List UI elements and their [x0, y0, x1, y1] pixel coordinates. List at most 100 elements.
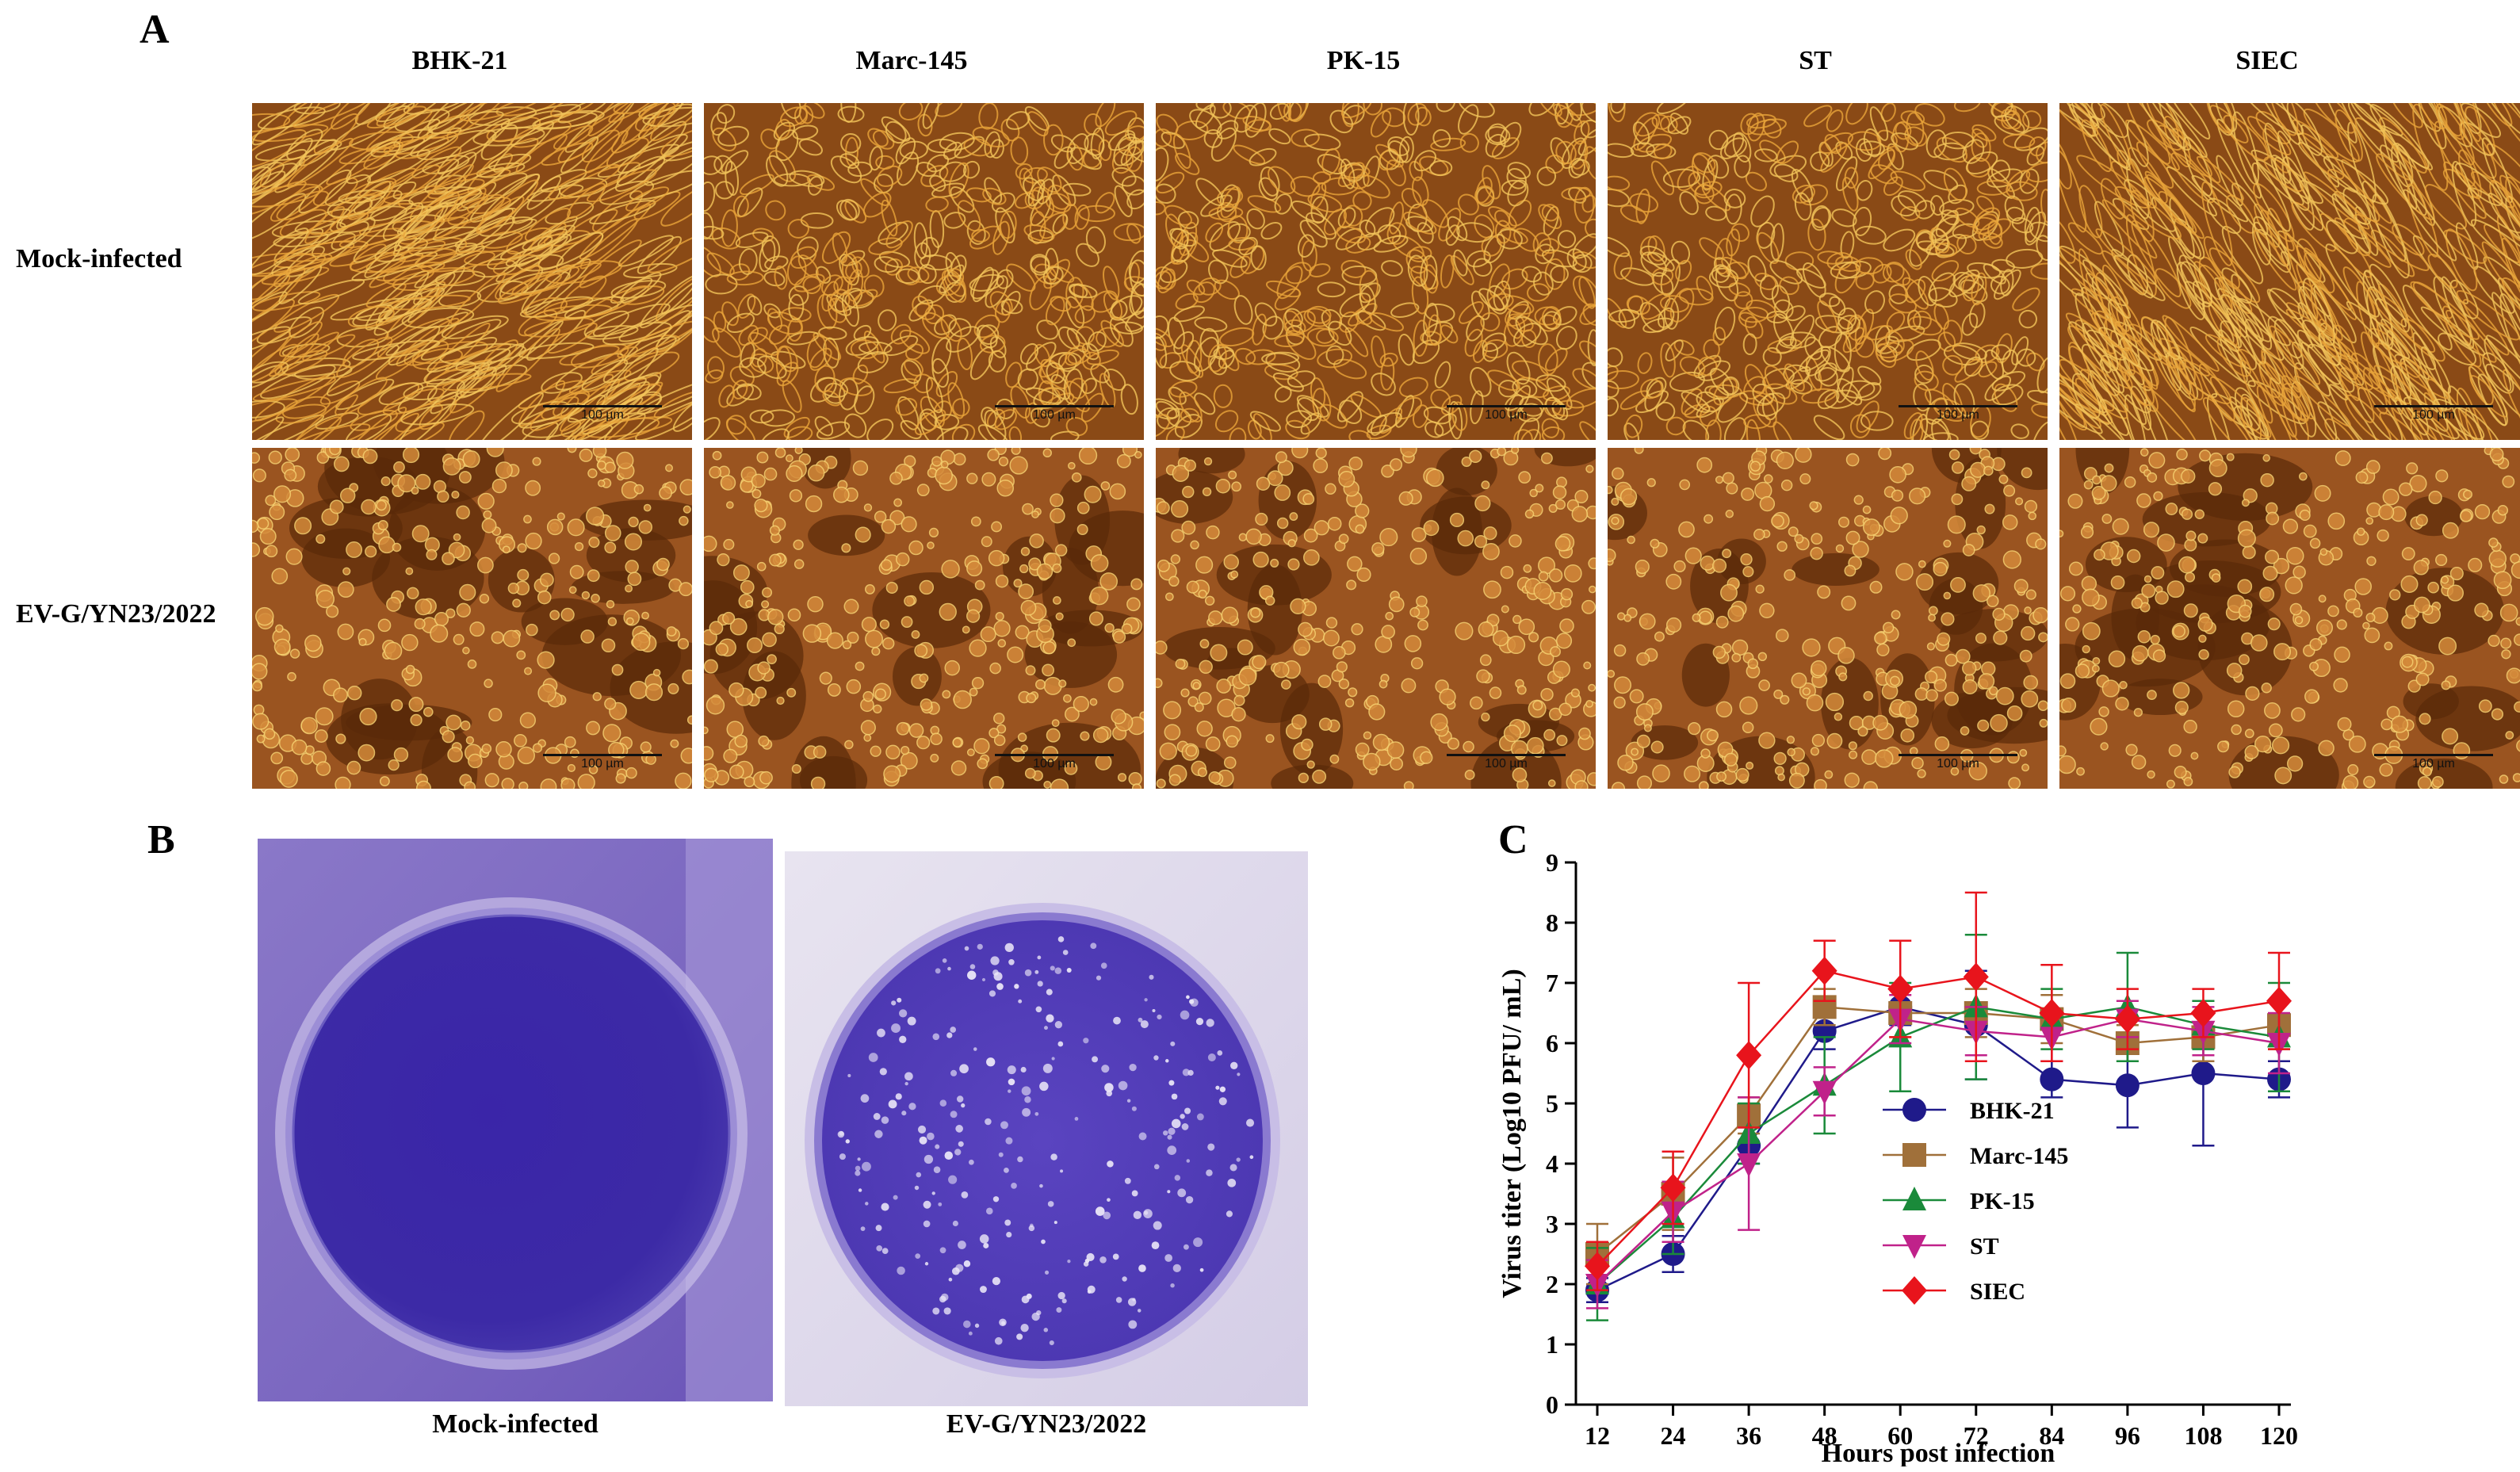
column-label: Marc-145: [855, 46, 968, 75]
scale-bar-label: 100 µm: [2412, 757, 2455, 770]
y-tick-label: 0: [1546, 1390, 1558, 1419]
scale-bar-label: 100 µm: [1033, 757, 1076, 770]
scale-bar-label: 100 µm: [2412, 408, 2455, 422]
column-label: PK-15: [1326, 46, 1401, 75]
micrograph-image: 100 µm: [1156, 448, 1596, 789]
series-st: [1585, 993, 2291, 1310]
scale-bar: 100 µm: [995, 405, 1114, 422]
scale-bar: 100 µm: [543, 754, 662, 771]
data-point: [1736, 1041, 1762, 1070]
data-point: [1737, 1153, 1761, 1177]
column-label: BHK-21: [411, 46, 508, 75]
y-tick-label: 3: [1546, 1210, 1558, 1238]
row-label: EV-G/YN23/2022: [16, 599, 216, 629]
scale-bar-label: 100 µm: [1485, 408, 1528, 422]
x-tick-label: 72: [1964, 1421, 1989, 1450]
x-tick-label: 12: [1585, 1421, 1610, 1450]
legend-marker: [1902, 1143, 1926, 1167]
scale-bar-label: 100 µm: [1937, 408, 1979, 422]
x-axis-label: Hours post infection: [1822, 1439, 2055, 1466]
x-tick-label: 36: [1736, 1421, 1761, 1450]
y-tick-label: 7: [1546, 969, 1558, 997]
y-tick-label: 1: [1546, 1330, 1558, 1359]
data-point: [2039, 999, 2065, 1027]
dish-photo-mock: [258, 839, 773, 1401]
data-point: [1660, 1173, 1686, 1202]
panel-letter-c: C: [1498, 817, 1528, 862]
legend-marker: [1902, 1276, 1927, 1305]
x-tick-label: 48: [1812, 1421, 1837, 1450]
scale-bar-label: 100 µm: [1937, 757, 1979, 770]
legend-entry: Marc-145: [1883, 1143, 2068, 1169]
micrograph-image: 100 µm: [2059, 448, 2520, 789]
micrograph-image: 100 µm: [704, 448, 1144, 789]
micrograph-image: 100 µm: [252, 448, 692, 789]
column-label: ST: [1799, 46, 1832, 75]
legend-marker: [1902, 1098, 1926, 1122]
data-point: [1812, 1080, 1837, 1105]
y-axis-label: Virus titer (Log10 PFU/ mL): [1497, 969, 1527, 1298]
legend-entry: SIEC: [1883, 1276, 2025, 1305]
dish-label: Mock-infected: [432, 1409, 598, 1439]
y-tick-label: 6: [1546, 1029, 1558, 1057]
data-point: [1963, 962, 1989, 992]
micrograph-image: 100 µm: [1156, 103, 1596, 440]
row-label: Mock-infected: [16, 244, 182, 273]
x-tick-label: 96: [2115, 1421, 2140, 1450]
y-tick-label: 2: [1546, 1270, 1558, 1298]
scale-bar-label: 100 µm: [1033, 408, 1076, 422]
data-point: [2190, 999, 2216, 1027]
y-tick-label: 5: [1546, 1089, 1558, 1118]
legend-entry: ST: [1883, 1233, 1999, 1260]
x-tick-label: 24: [1661, 1421, 1686, 1450]
micrograph-image: 100 µm: [2059, 103, 2520, 440]
data-point: [1585, 1252, 1610, 1281]
data-point: [2040, 1067, 2064, 1092]
legend-label: PK-15: [1970, 1188, 2035, 1214]
x-tick-label: 108: [2184, 1421, 2222, 1450]
micrograph-image: 100 µm: [704, 103, 1144, 440]
legend-marker: [1902, 1187, 1926, 1210]
scale-bar: 100 µm: [543, 405, 662, 422]
data-point: [2115, 1073, 2140, 1098]
legend-entry: PK-15: [1883, 1187, 2035, 1214]
y-tick-label: 9: [1546, 848, 1558, 877]
x-tick-label: 84: [2039, 1421, 2064, 1450]
series-line: [1597, 1006, 2280, 1285]
legend-label: Marc-145: [1970, 1143, 2068, 1169]
panel-letter-a: A: [140, 7, 170, 52]
legend-marker: [1902, 1235, 1926, 1259]
data-point: [1887, 974, 1914, 1004]
scale-bar: 100 µm: [2374, 405, 2493, 422]
column-label: SIEC: [2235, 46, 2299, 75]
series-line: [1597, 1018, 2280, 1285]
y-tick-label: 8: [1546, 908, 1558, 937]
legend-label: BHK-21: [1970, 1098, 2055, 1124]
scale-bar-label: 100 µm: [581, 408, 624, 422]
dish-photo-infected: [785, 851, 1308, 1406]
scale-bar: 100 µm: [1447, 754, 1566, 771]
micrograph-image: 100 µm: [252, 103, 692, 440]
scale-bar: 100 µm: [2374, 754, 2493, 771]
micrograph-image: 100 µm: [1608, 448, 2048, 789]
scale-bar-label: 100 µm: [1485, 757, 1528, 770]
x-tick-label: 120: [2260, 1421, 2298, 1450]
series-line: [1597, 1006, 2280, 1291]
series-line: [1597, 969, 2280, 1267]
series-siec: [1585, 891, 2292, 1291]
data-point: [2114, 1004, 2140, 1034]
y-tick-label: 4: [1546, 1149, 1558, 1178]
micrograph-image: 100 µm: [1608, 103, 2048, 440]
series-pk-15: [1585, 933, 2291, 1321]
legend-entry: BHK-21: [1883, 1098, 2055, 1124]
data-point: [2191, 1061, 2216, 1085]
scale-bar: 100 µm: [1447, 405, 1566, 422]
data-point: [2266, 986, 2292, 1015]
scale-bar: 100 µm: [1899, 754, 2017, 771]
scale-bar: 100 µm: [1899, 405, 2017, 422]
x-tick-label: 60: [1887, 1421, 1913, 1450]
series-line: [1597, 1006, 2280, 1255]
legend-label: SIEC: [1970, 1279, 2025, 1305]
scale-bar-label: 100 µm: [581, 757, 624, 770]
